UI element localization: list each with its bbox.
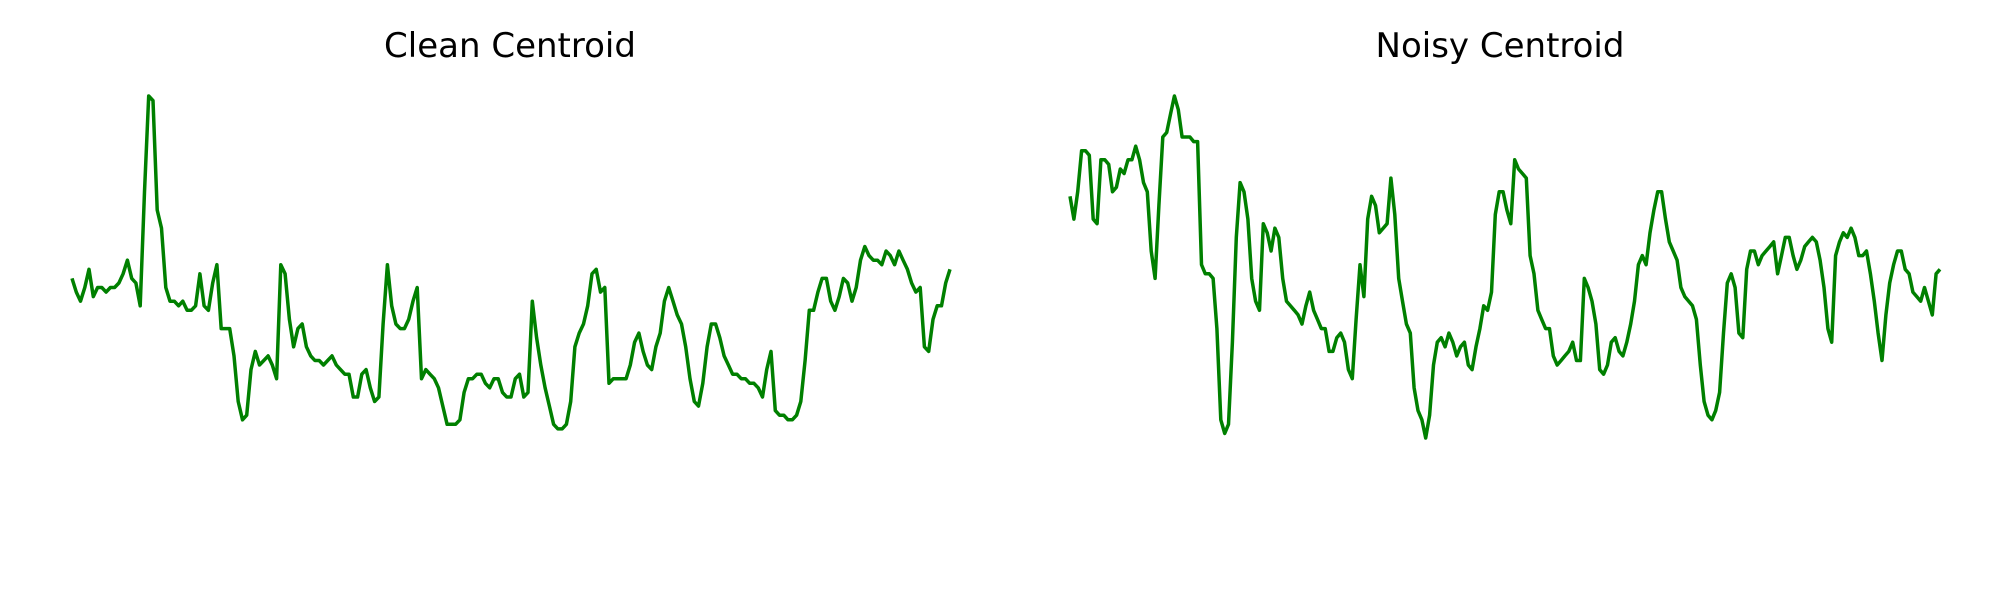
clean-centroid-title: Clean Centroid bbox=[384, 26, 636, 66]
clean-centroid-plot bbox=[70, 94, 952, 431]
noisy-centroid-title: Noisy Centroid bbox=[1375, 26, 1625, 66]
clean-centroid-line bbox=[70, 94, 952, 431]
noisy-centroid-panel: Noisy Centroid bbox=[1050, 0, 1950, 600]
noisy-centroid-line bbox=[1068, 94, 1942, 440]
clean-centroid-panel: Clean Centroid bbox=[60, 0, 960, 600]
noisy-centroid-plot bbox=[1068, 94, 1942, 440]
